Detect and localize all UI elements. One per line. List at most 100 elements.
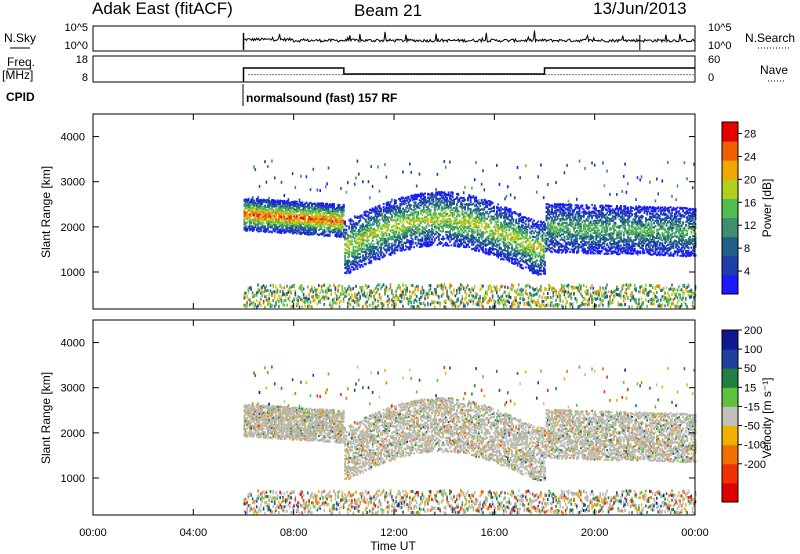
power-mark — [243, 198, 246, 201]
power-mark — [312, 295, 315, 298]
power-mark — [261, 218, 264, 221]
power-mark — [353, 268, 356, 271]
power-mark — [443, 160, 446, 163]
power-mark — [435, 211, 438, 214]
power-mark — [410, 301, 412, 304]
power-mark — [427, 292, 429, 296]
power-mark — [244, 207, 247, 210]
power-mark — [429, 236, 432, 239]
power-mark — [349, 303, 352, 307]
power-mark — [381, 251, 384, 254]
power-mark — [250, 301, 252, 305]
power-mark — [258, 206, 261, 209]
power-mark — [254, 219, 257, 222]
power-mark — [251, 214, 254, 216]
power-mark — [276, 221, 279, 224]
power-mark — [393, 296, 396, 300]
power-mark — [380, 287, 382, 291]
power-mark — [348, 247, 351, 250]
power-mark — [257, 203, 260, 205]
power-mark — [458, 304, 461, 307]
power-mark — [456, 207, 458, 210]
power-mark — [283, 215, 286, 218]
power-mark — [422, 206, 425, 209]
power-mark — [411, 284, 414, 287]
power-mark — [289, 299, 291, 303]
power-mark — [268, 220, 271, 222]
power-mark — [404, 290, 407, 294]
power-mark — [283, 303, 286, 307]
power-mark — [273, 290, 276, 294]
power-mark — [279, 203, 282, 206]
power-mark — [283, 222, 286, 225]
power-mark — [467, 235, 469, 238]
power-mark — [402, 283, 404, 287]
power-mark — [247, 208, 250, 210]
power-mark — [267, 300, 269, 304]
power-mark — [254, 223, 257, 226]
power-mark — [264, 289, 266, 293]
power-mark — [438, 238, 440, 241]
power-mark — [287, 221, 290, 224]
power-mark — [271, 200, 273, 202]
power-mark — [272, 202, 275, 205]
power-mark — [268, 204, 271, 207]
power-mark — [359, 253, 362, 256]
power-mark — [283, 199, 286, 202]
power-mark — [438, 206, 440, 209]
power-mark — [366, 292, 368, 296]
power-mark — [283, 207, 286, 210]
power-mark — [267, 302, 269, 306]
power-mark — [265, 229, 268, 232]
power-mark — [254, 210, 257, 212]
power-mark — [432, 242, 435, 244]
power-mark — [287, 205, 290, 208]
power-mark — [275, 205, 277, 208]
power-mark — [284, 228, 287, 230]
power-mark — [384, 214, 386, 216]
power-mark — [272, 199, 275, 202]
power-mark — [465, 295, 468, 299]
power-mark — [267, 209, 269, 212]
freq-panel-frame — [92, 55, 696, 83]
power-mark — [269, 302, 272, 306]
power-mark — [309, 188, 312, 192]
power-mark — [462, 214, 465, 216]
power-mark — [254, 224, 257, 227]
power-mark — [338, 301, 341, 305]
power-mark — [464, 241, 466, 244]
power-mark — [393, 244, 396, 247]
power-mark — [345, 272, 348, 275]
power-mark — [429, 284, 432, 287]
power-mark — [255, 215, 258, 218]
power-mark — [289, 231, 291, 234]
power-mark — [311, 295, 313, 299]
power-mark — [370, 295, 372, 299]
power-mark — [269, 216, 272, 218]
power-mark — [275, 201, 277, 204]
power-mark — [465, 292, 468, 296]
power-mark — [304, 300, 306, 304]
power-mark — [420, 291, 422, 295]
power-mark — [255, 227, 258, 230]
power-mark — [442, 228, 444, 231]
power-mark — [345, 293, 348, 297]
power-mark — [255, 218, 258, 221]
power-mark — [340, 299, 342, 303]
power-mark — [377, 253, 380, 256]
power-mark — [330, 289, 332, 293]
power-mark — [289, 213, 291, 215]
power-mark — [267, 204, 269, 207]
power-mark — [378, 256, 381, 259]
freq-trace — [242, 67, 695, 82]
power-mark — [262, 227, 265, 230]
power-mark — [409, 200, 411, 202]
power-mark — [421, 236, 424, 239]
power-mark — [280, 219, 283, 222]
power-mark — [247, 287, 250, 291]
power-mark — [320, 225, 323, 228]
power-mark — [324, 230, 327, 233]
power-mark — [443, 284, 446, 288]
power-mark — [378, 218, 381, 221]
power-mark — [255, 299, 258, 303]
